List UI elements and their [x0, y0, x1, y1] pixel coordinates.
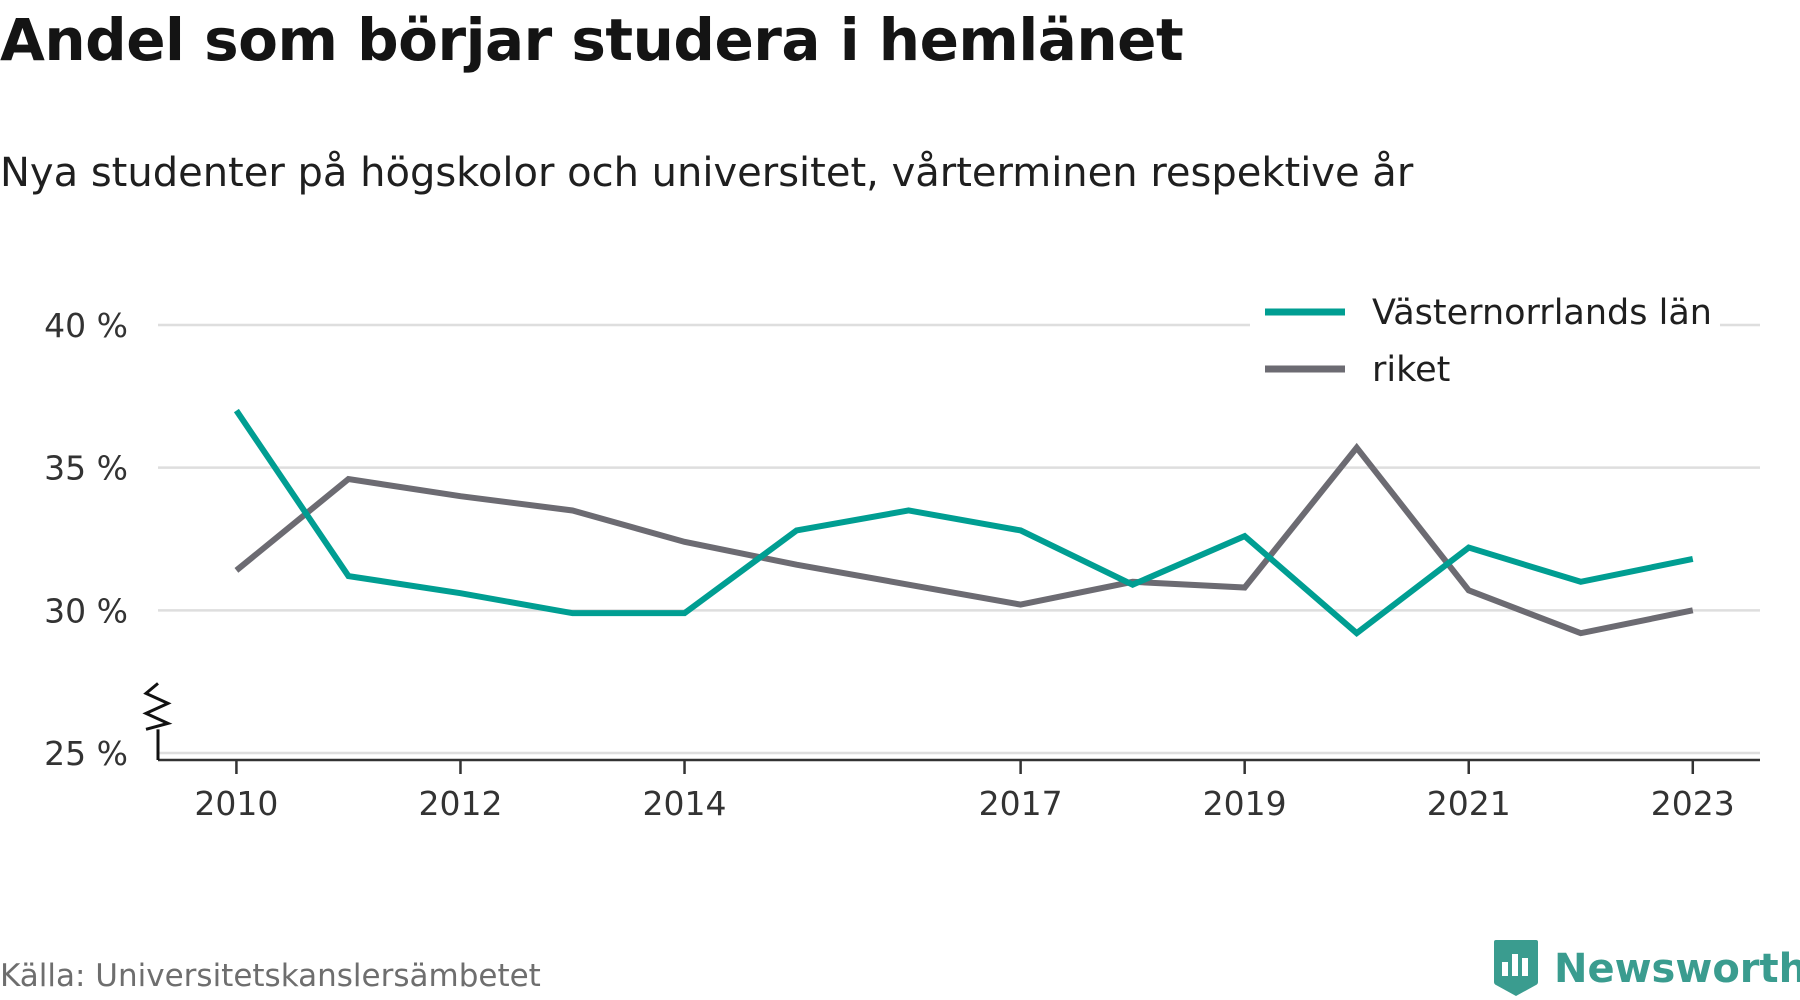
legend: Västernorrlands län riket [1250, 282, 1720, 402]
series-lines [233, 408, 1694, 638]
x-tick-label: 2010 [194, 784, 278, 823]
axis-break-zigzag [142, 682, 173, 731]
legend-label-1: Västernorrlands län [1372, 293, 1712, 333]
chart-subtitle: Nya studenter på högskolor och universit… [0, 150, 1414, 196]
y-tick-label: 40 % [44, 306, 128, 345]
x-tick-label: 2012 [418, 784, 502, 823]
brand-name: Newsworthy [1554, 946, 1800, 992]
series-line-1 [233, 408, 1694, 638]
x-tick-label: 2021 [1427, 784, 1511, 823]
y-tick-label: 25 % [44, 734, 128, 773]
chart-title: Andel som börjar studera i hemlänet [0, 6, 1184, 74]
legend-background [1250, 282, 1720, 402]
y-tick-label: 35 % [44, 449, 128, 488]
y-axis-break-icon [142, 682, 173, 760]
x-tick-label: 2019 [1203, 784, 1287, 823]
brand-logo: Newsworthy [1492, 938, 1800, 1000]
legend-label-2: riket [1372, 350, 1450, 390]
x-tick-label: 2017 [979, 784, 1063, 823]
source-note: Källa: Universitetskanslersämbetet [0, 958, 541, 994]
y-tick-label: 30 % [44, 591, 128, 630]
newsworthy-logo-icon [1494, 940, 1538, 996]
x-tick-label: 2014 [643, 784, 727, 823]
x-tick-label: 2023 [1651, 784, 1735, 823]
y-axis-tick-labels: 25 % 30 % 35 % 40 % [44, 306, 128, 773]
x-axis: 2010 2012 2014 2017 2019 2021 2023 [158, 758, 1760, 823]
series-line-2 [234, 442, 1694, 637]
